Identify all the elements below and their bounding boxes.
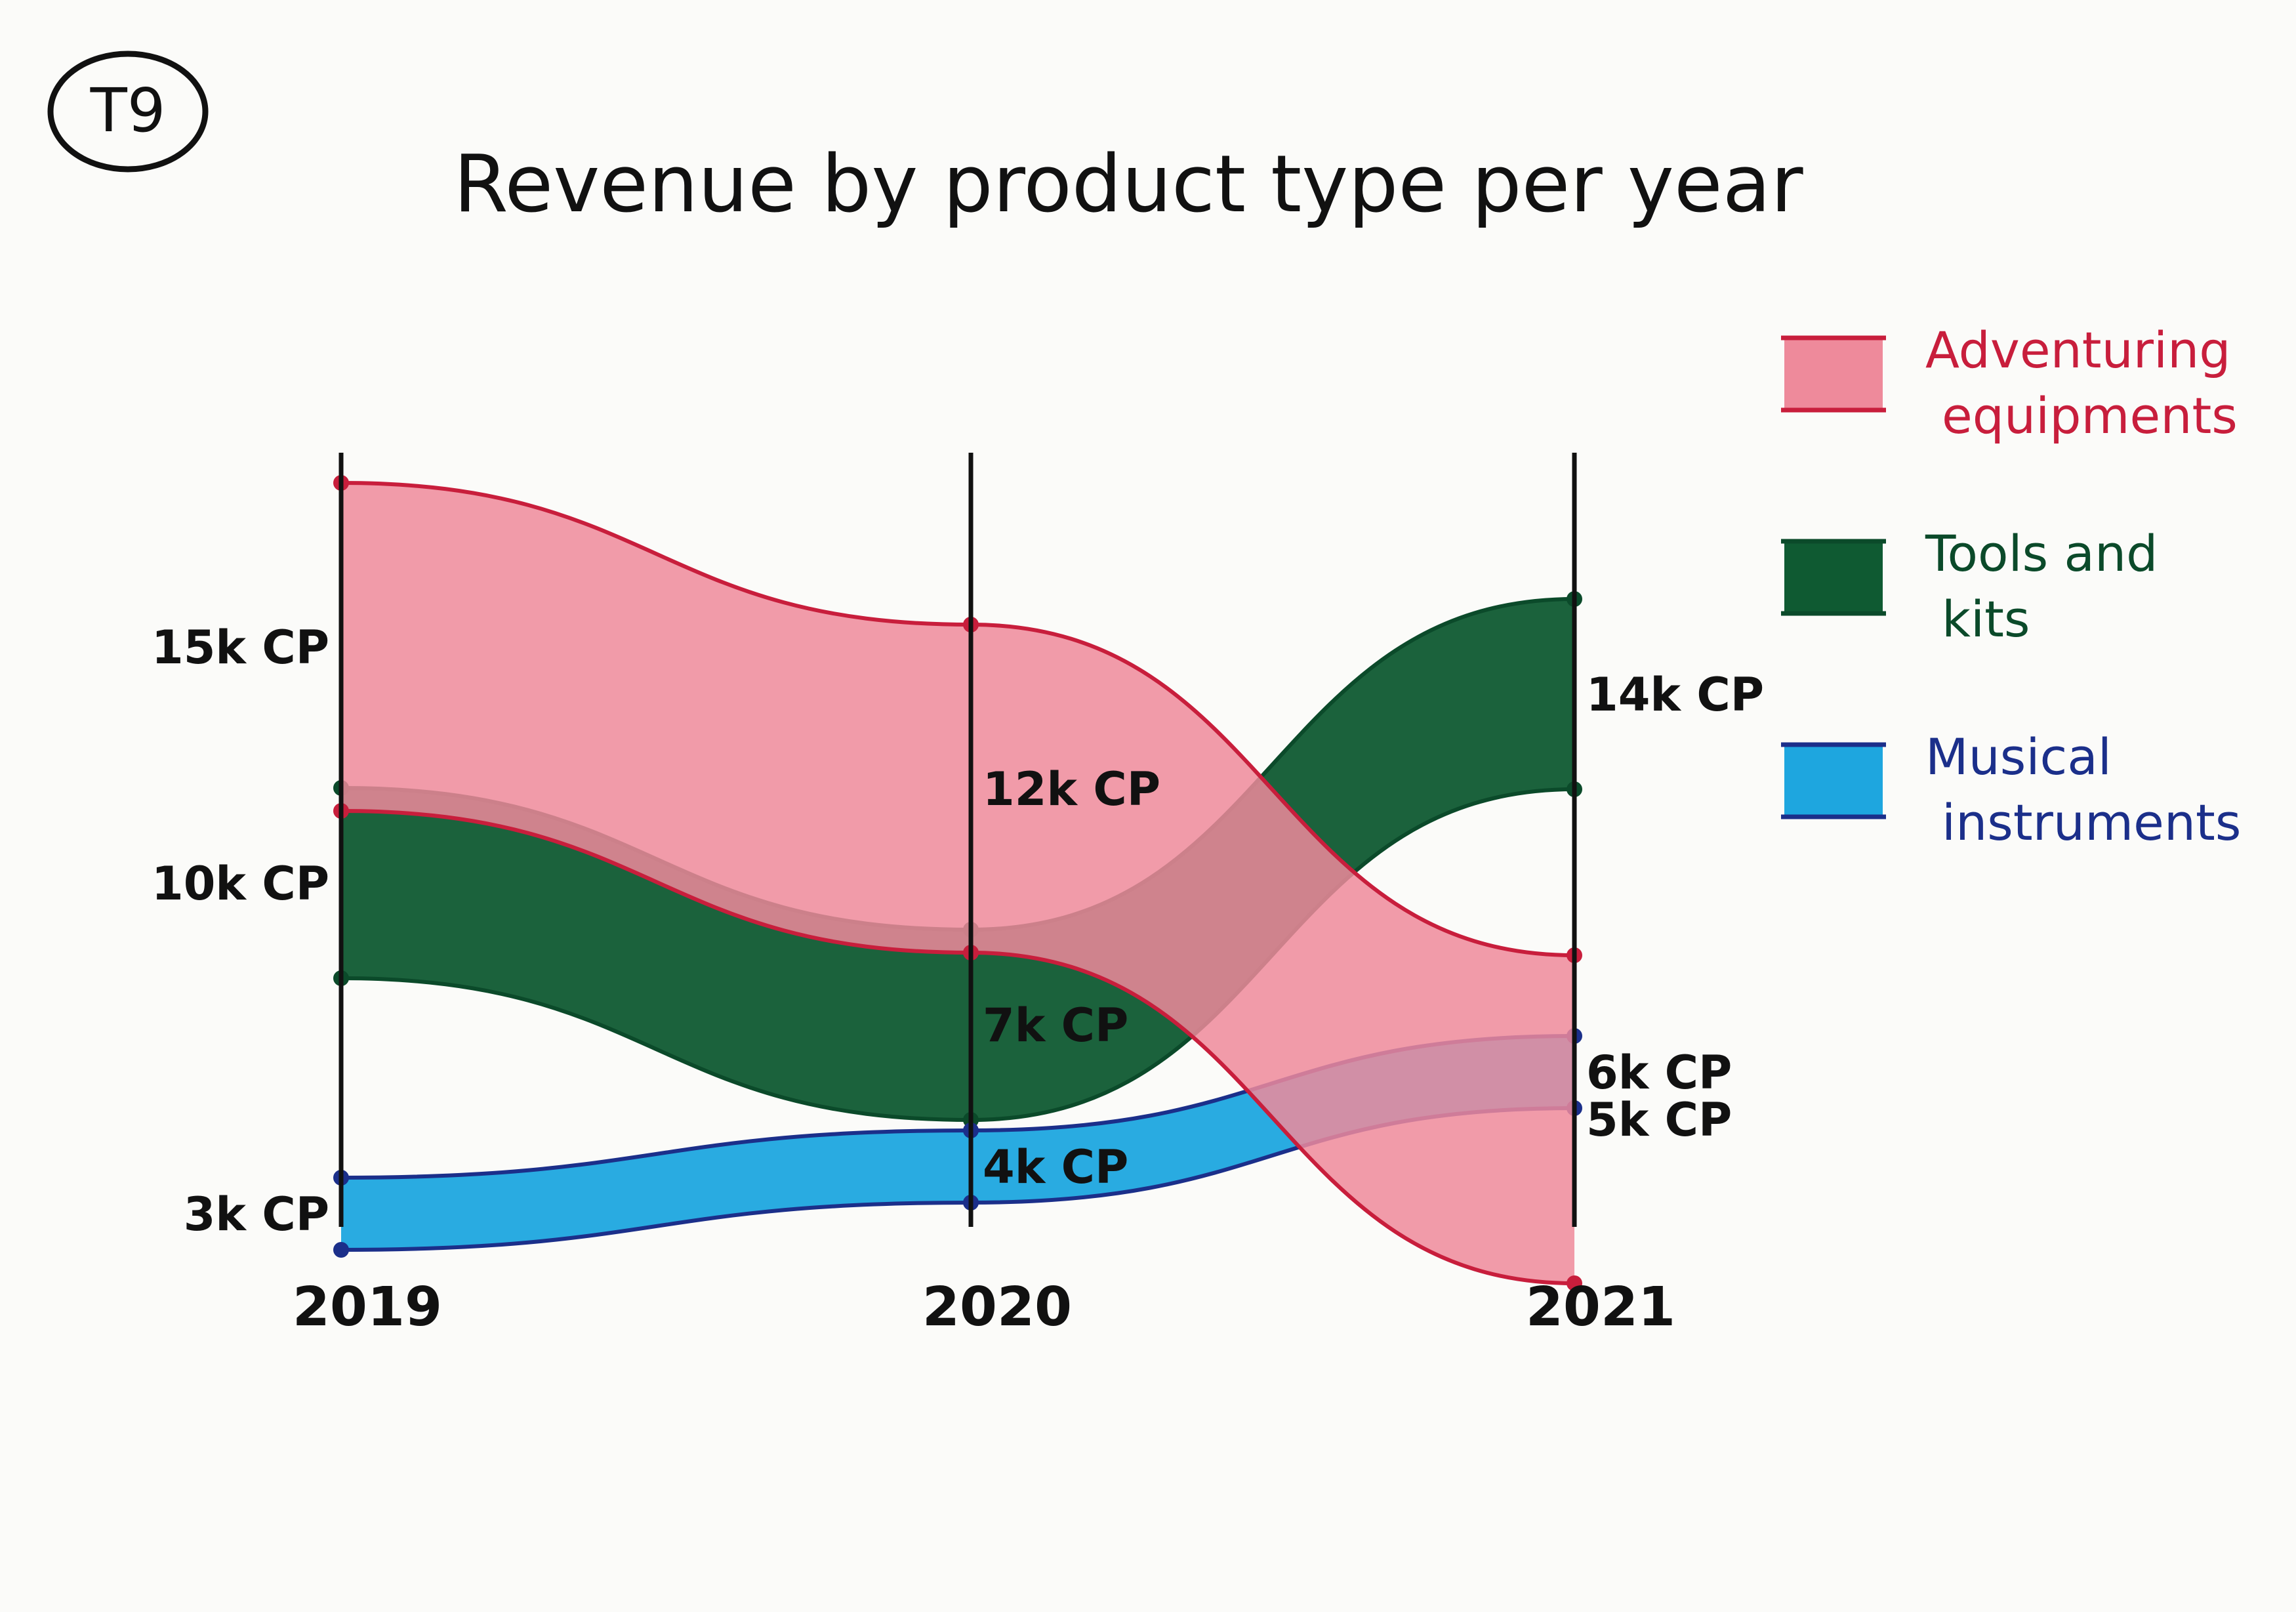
value-label-tools-2019: 10k CP [152,857,329,911]
corner-tag: T9 [47,51,209,173]
value-label-musical-2020: 4k CP [983,1140,1128,1194]
value-label-tools-2020: 7k CP [983,999,1128,1052]
value-label-musical-2019: 3k CP [184,1188,329,1241]
ribbons-layer [333,475,1582,1291]
value-labels: 15k CP 12k CP 5k CP 10k CP 7k CP 14k CP 3k CP 4… [152,621,1764,1241]
value-label-adventuring-2020: 12k CP [983,762,1160,816]
legend-label-adventuring: Adventuring equipments [1925,321,2238,445]
legend-label-musical: Musical instruments [1925,728,2241,852]
legend-label-tools: Tools and kits [1925,524,2158,648]
year-axes [338,453,1577,1227]
ribbon-adventuring-bottom-edge [340,809,1575,1285]
legend-swatch-adventuring [1784,338,1883,410]
legend-swatch-musical [1784,745,1883,817]
year-labels: 2019 2020 2021 [293,1276,1675,1338]
value-label-adventuring-2021: 5k CP [1586,1093,1732,1147]
legend: Adventuring equipments Tools and kits Musica… [1781,321,2241,852]
ribbon-adventuring [341,483,1574,1283]
year-label-2019: 2019 [293,1276,442,1338]
ribbon-tools [341,599,1574,1120]
corner-tag-circle [47,51,209,173]
legend-swatch-tools [1784,541,1883,613]
value-label-musical-2021: 6k CP [1586,1046,1732,1100]
ribbon-adventuring-top-edge [340,481,1575,957]
value-label-tools-2021: 14k CP [1586,668,1764,722]
value-label-adventuring-2019: 15k CP [152,621,329,674]
ribbon-musical-point-2019-bottom [333,1242,349,1258]
year-label-2020: 2020 [922,1276,1072,1338]
ribbon-adventuring-point-2021-bottom [1567,1275,1582,1291]
chart-title: Revenue by product type per year [453,139,1803,230]
corner-tag-label: T9 [90,75,166,146]
ribbon-tools-bottom-edge [340,787,1575,1123]
year-label-2021: 2021 [1526,1276,1675,1338]
